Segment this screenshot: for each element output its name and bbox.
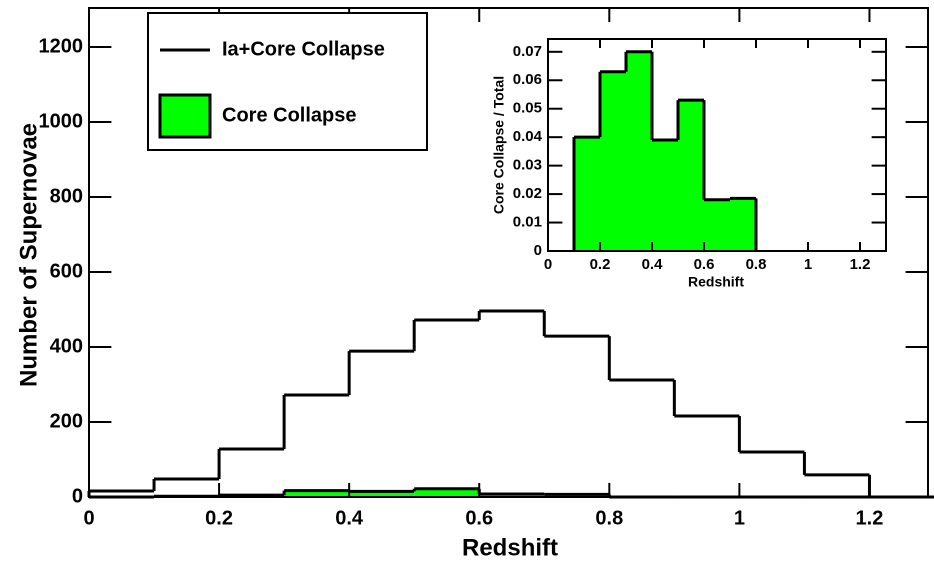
x-axis-title: Redshift — [462, 534, 558, 561]
y-tick-label: 0.07 — [513, 43, 542, 60]
y-tick-label: 0 — [534, 242, 542, 259]
x-tick-label: 1 — [734, 507, 745, 529]
x-tick-label: 1 — [804, 256, 812, 273]
x-tick-label: 1.2 — [856, 507, 884, 529]
histogram-bar — [600, 71, 626, 252]
y-tick-label: 0.02 — [513, 185, 542, 202]
x-tick-label: 0.2 — [590, 256, 611, 273]
x-axis-title: Redshift — [688, 274, 744, 290]
x-tick-label: 0 — [544, 256, 552, 273]
y-tick-label: 0 — [72, 485, 83, 507]
y-tick-label: 0.05 — [513, 100, 542, 117]
y-axis-title: Number of Supernovae — [15, 123, 42, 387]
y-tick-label: 600 — [50, 260, 83, 282]
x-tick-label: 0.4 — [335, 507, 364, 529]
histogram-bar — [414, 488, 480, 497]
legend-swatch — [158, 93, 212, 139]
x-tick-label: 0.6 — [694, 256, 715, 273]
y-tick-label: 400 — [50, 335, 83, 357]
x-tick-label: 0 — [83, 507, 94, 529]
histogram-bar — [349, 491, 415, 497]
y-tick-label: 200 — [50, 410, 83, 432]
legend-label: Core Collapse — [222, 104, 356, 126]
histogram-bar — [704, 199, 730, 251]
y-tick-label: 1200 — [39, 35, 84, 57]
x-tick-label: 0.4 — [642, 256, 664, 273]
plot-frame — [88, 7, 929, 498]
x-tick-label: 0.8 — [746, 256, 767, 273]
y-tick-label: 0.03 — [513, 157, 542, 174]
y-tick-label: 0.06 — [513, 71, 542, 88]
y-tick-label: 0.01 — [513, 214, 542, 231]
histogram-bar — [626, 51, 652, 251]
y-tick-label: 0.04 — [513, 128, 543, 145]
y-axis-title: Core Collapse / Total — [491, 76, 507, 214]
x-tick-label: 0.8 — [595, 507, 623, 529]
plot-frame — [547, 38, 887, 252]
histogram-bar — [574, 137, 600, 251]
y-tick-label: 800 — [50, 185, 83, 207]
histogram-bar — [730, 198, 756, 251]
x-tick-label: 0.2 — [205, 507, 233, 529]
histogram-bar — [652, 140, 678, 251]
legend-label: Ia+Core Collapse — [222, 38, 385, 60]
histogram-bar — [284, 490, 350, 497]
y-tick-label: 1000 — [39, 110, 84, 132]
histogram-bar — [678, 100, 704, 251]
x-tick-label: 0.6 — [465, 507, 493, 529]
x-tick-label: 1.2 — [850, 256, 871, 273]
